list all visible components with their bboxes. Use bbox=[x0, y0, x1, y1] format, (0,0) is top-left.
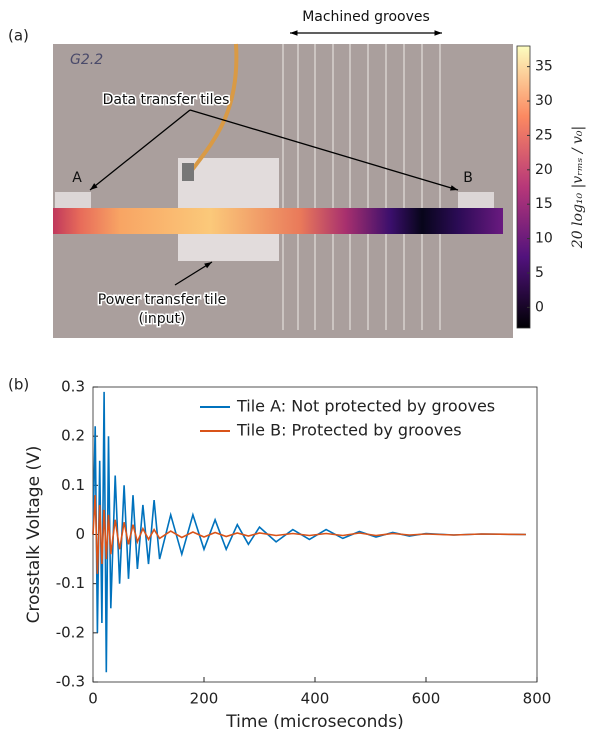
arrow-head bbox=[204, 262, 212, 269]
colorbar-tick-label: 20 bbox=[535, 162, 553, 178]
arrow-head bbox=[90, 183, 98, 190]
annotation: A bbox=[72, 170, 82, 186]
y-tick-label: 0.1 bbox=[61, 476, 85, 494]
x-tick-label: 600 bbox=[412, 690, 441, 708]
legend-label: Tile B: Protected by grooves bbox=[236, 421, 462, 440]
colorbar bbox=[516, 45, 531, 329]
arrow-head bbox=[434, 30, 442, 36]
x-axis-label: Time (microseconds) bbox=[225, 712, 403, 732]
arrow-head bbox=[450, 185, 458, 191]
colorbar-tick-label: 25 bbox=[535, 127, 553, 143]
y-tick-label: -0.2 bbox=[56, 623, 85, 641]
colorbar-tick-label: 30 bbox=[535, 93, 553, 109]
annotation: Machined grooves bbox=[302, 9, 430, 25]
annotation: Data transfer tiles bbox=[103, 92, 230, 108]
x-tick-label: 0 bbox=[88, 690, 98, 708]
x-tick-label: 400 bbox=[301, 690, 330, 708]
colorbar-tick-label: 35 bbox=[535, 59, 553, 75]
annotation: (input) bbox=[139, 311, 186, 327]
series-line bbox=[92, 495, 526, 574]
y-tick-label: -0.3 bbox=[56, 673, 85, 691]
y-tick-label: 0.2 bbox=[61, 427, 85, 445]
photo bbox=[53, 43, 513, 338]
x-tick-label: 200 bbox=[190, 690, 219, 708]
photo-text: G2.2 bbox=[70, 52, 103, 68]
y-tick-label: -0.1 bbox=[56, 574, 85, 592]
colorbar-tick-label: 10 bbox=[535, 231, 553, 247]
y-tick-label: 0 bbox=[75, 525, 85, 543]
y-axis-label: Crosstalk Voltage (V) bbox=[24, 446, 44, 624]
arrow bbox=[89, 109, 191, 191]
colorbar-label: 20 log₁₀ |vᵣₘₛ / v₀| bbox=[570, 126, 586, 249]
legend-label: Tile A: Not protected by grooves bbox=[236, 397, 495, 416]
x-tick-label: 800 bbox=[523, 690, 552, 708]
legend bbox=[194, 391, 534, 449]
arrow bbox=[189, 109, 459, 191]
annotation: B bbox=[463, 170, 473, 186]
annotation: Power transfer tile bbox=[98, 292, 226, 308]
colorbar-tick-label: 5 bbox=[535, 265, 544, 281]
arrow-head bbox=[290, 30, 298, 36]
colorbar-tick-label: 0 bbox=[535, 299, 544, 315]
y-tick-label: 0.3 bbox=[61, 378, 85, 396]
colorbar-tick-label: 15 bbox=[535, 196, 553, 212]
panel-label: (a) bbox=[8, 27, 29, 45]
panel-label: (b) bbox=[8, 376, 29, 394]
